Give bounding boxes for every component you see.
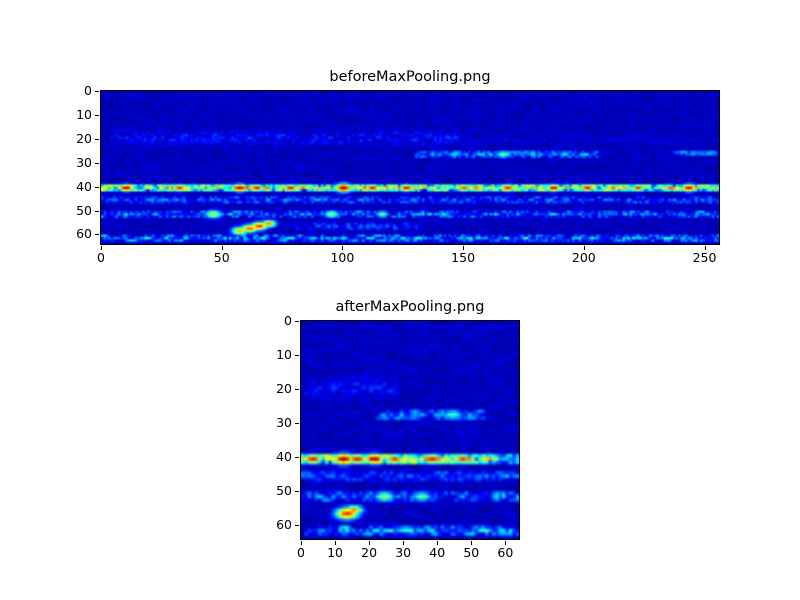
- y-tick-mark: [295, 491, 299, 493]
- before-maxpooling-heatmap: [101, 91, 719, 244]
- before-maxpooling-plot: beforeMaxPooling.png 0 50 100 150 200 250 0 10 2…: [76, 69, 720, 264]
- y-tick-mark: [295, 321, 299, 322]
- x-tick-label: 20: [361, 545, 378, 560]
- y-tick-mark: [295, 355, 299, 357]
- y-tick-label: 60: [276, 517, 292, 533]
- y-tick-label: 40: [76, 178, 92, 194]
- after-maxpooling-title: afterMaxPooling.png: [335, 299, 485, 315]
- x-tick-mark: [369, 541, 371, 545]
- x-tick-mark: [583, 246, 585, 250]
- y-tick-mark: [95, 186, 99, 188]
- y-tick-label: 30: [76, 154, 92, 170]
- x-tick-label: 60: [497, 545, 514, 560]
- x-tick-mark: [403, 541, 405, 545]
- x-tick-mark: [301, 541, 302, 545]
- y-tick-mark: [295, 389, 299, 391]
- y-tick-mark: [95, 210, 99, 212]
- y-tick-mark: [295, 457, 299, 459]
- y-tick-mark: [95, 114, 99, 116]
- y-tick-mark: [95, 138, 99, 140]
- x-tick-mark: [221, 246, 223, 250]
- y-tick-mark: [95, 91, 99, 92]
- y-tick-label: 10: [276, 346, 292, 362]
- x-tick-label: 40: [429, 545, 446, 560]
- x-tick-label: 0: [297, 545, 305, 560]
- x-tick-mark: [471, 541, 473, 545]
- y-tick-label: 20: [276, 380, 292, 396]
- x-tick-label: 30: [395, 545, 412, 560]
- y-tick-label: 40: [276, 449, 292, 464]
- x-tick-label: 50: [463, 545, 480, 560]
- y-tick-mark: [295, 423, 299, 425]
- x-tick-mark: [437, 541, 439, 545]
- y-tick-mark: [295, 525, 299, 527]
- after-maxpooling-heatmap: [301, 321, 519, 539]
- x-tick-mark: [342, 246, 344, 250]
- y-tick-label: 10: [76, 106, 92, 122]
- x-tick-mark: [101, 246, 102, 250]
- before-maxpooling-title: beforeMaxPooling.png: [329, 69, 491, 85]
- y-tick-label: 60: [76, 226, 92, 242]
- x-tick-mark: [505, 541, 507, 545]
- x-tick-label: 150: [451, 250, 476, 265]
- x-tick-mark: [463, 246, 465, 250]
- y-tick-label: 20: [76, 130, 92, 146]
- x-tick-label: 100: [330, 250, 355, 265]
- x-tick-label: 200: [571, 250, 596, 265]
- y-tick-mark: [95, 234, 99, 236]
- x-tick-mark: [704, 246, 706, 250]
- y-tick-label: 30: [276, 414, 292, 430]
- x-tick-label: 10: [327, 545, 344, 560]
- x-tick-label: 50: [213, 250, 230, 265]
- y-tick-label: 50: [276, 483, 292, 499]
- after-maxpooling-plot: afterMaxPooling.png 0 10 20 30 40 50 60 0 10 20 30…: [276, 299, 520, 559]
- y-tick-mark: [95, 162, 99, 164]
- x-tick-label: 250: [692, 250, 717, 265]
- x-tick-label: 0: [97, 250, 105, 265]
- y-tick-label: 50: [76, 202, 92, 218]
- y-tick-label: 0: [284, 312, 292, 328]
- y-tick-label: 0: [84, 82, 92, 98]
- x-tick-mark: [335, 541, 337, 545]
